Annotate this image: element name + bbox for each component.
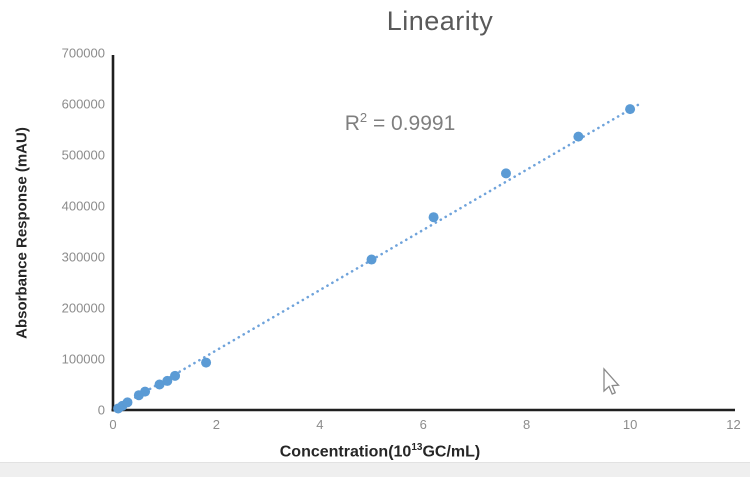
- y-tick-label: 400000: [62, 199, 105, 214]
- r-squared-value: = 0.9991: [367, 112, 456, 135]
- x-axis-title-exponent: 13: [411, 442, 423, 453]
- y-tick-label: 100000: [62, 352, 105, 367]
- x-tick-label: 6: [420, 417, 427, 432]
- y-tick-label: 200000: [62, 301, 105, 316]
- data-point: [122, 397, 133, 408]
- trendline: [114, 103, 640, 411]
- y-tick-label: 0: [98, 403, 105, 418]
- x-tick-label: 4: [316, 417, 323, 432]
- x-tick-label: 0: [109, 417, 116, 432]
- data-point: [366, 254, 377, 265]
- x-tick-label: 2: [213, 417, 220, 432]
- x-axis-title-unit: GC/mL): [422, 443, 481, 461]
- data-point: [140, 386, 151, 397]
- data-point: [162, 375, 173, 386]
- data-point: [154, 379, 165, 390]
- data-point: [170, 370, 181, 381]
- chart-title: Linearity: [386, 6, 494, 36]
- data-point: [428, 212, 439, 223]
- bottom-edge-strip: [0, 462, 750, 477]
- data-point: [573, 131, 584, 142]
- data-point: [625, 104, 636, 115]
- r-squared-text-base: R: [344, 112, 360, 135]
- x-axis-title: Concentration(1013GC/mL): [230, 442, 530, 461]
- x-tick-label: 8: [523, 417, 530, 432]
- data-point: [201, 357, 212, 368]
- r-squared-exponent: 2: [359, 110, 368, 125]
- data-point: [500, 168, 511, 179]
- x-tick-label: 12: [726, 417, 740, 432]
- y-tick-label: 300000: [62, 250, 105, 265]
- x-tick-label: 10: [623, 417, 637, 432]
- y-tick-label: 600000: [62, 97, 105, 112]
- y-tick-label: 500000: [62, 148, 105, 163]
- x-axis-title-base: Concentration(10: [279, 443, 412, 461]
- r-squared-annotation: R2 = 0.9991: [300, 110, 500, 136]
- y-tick-label: 700000: [62, 46, 105, 61]
